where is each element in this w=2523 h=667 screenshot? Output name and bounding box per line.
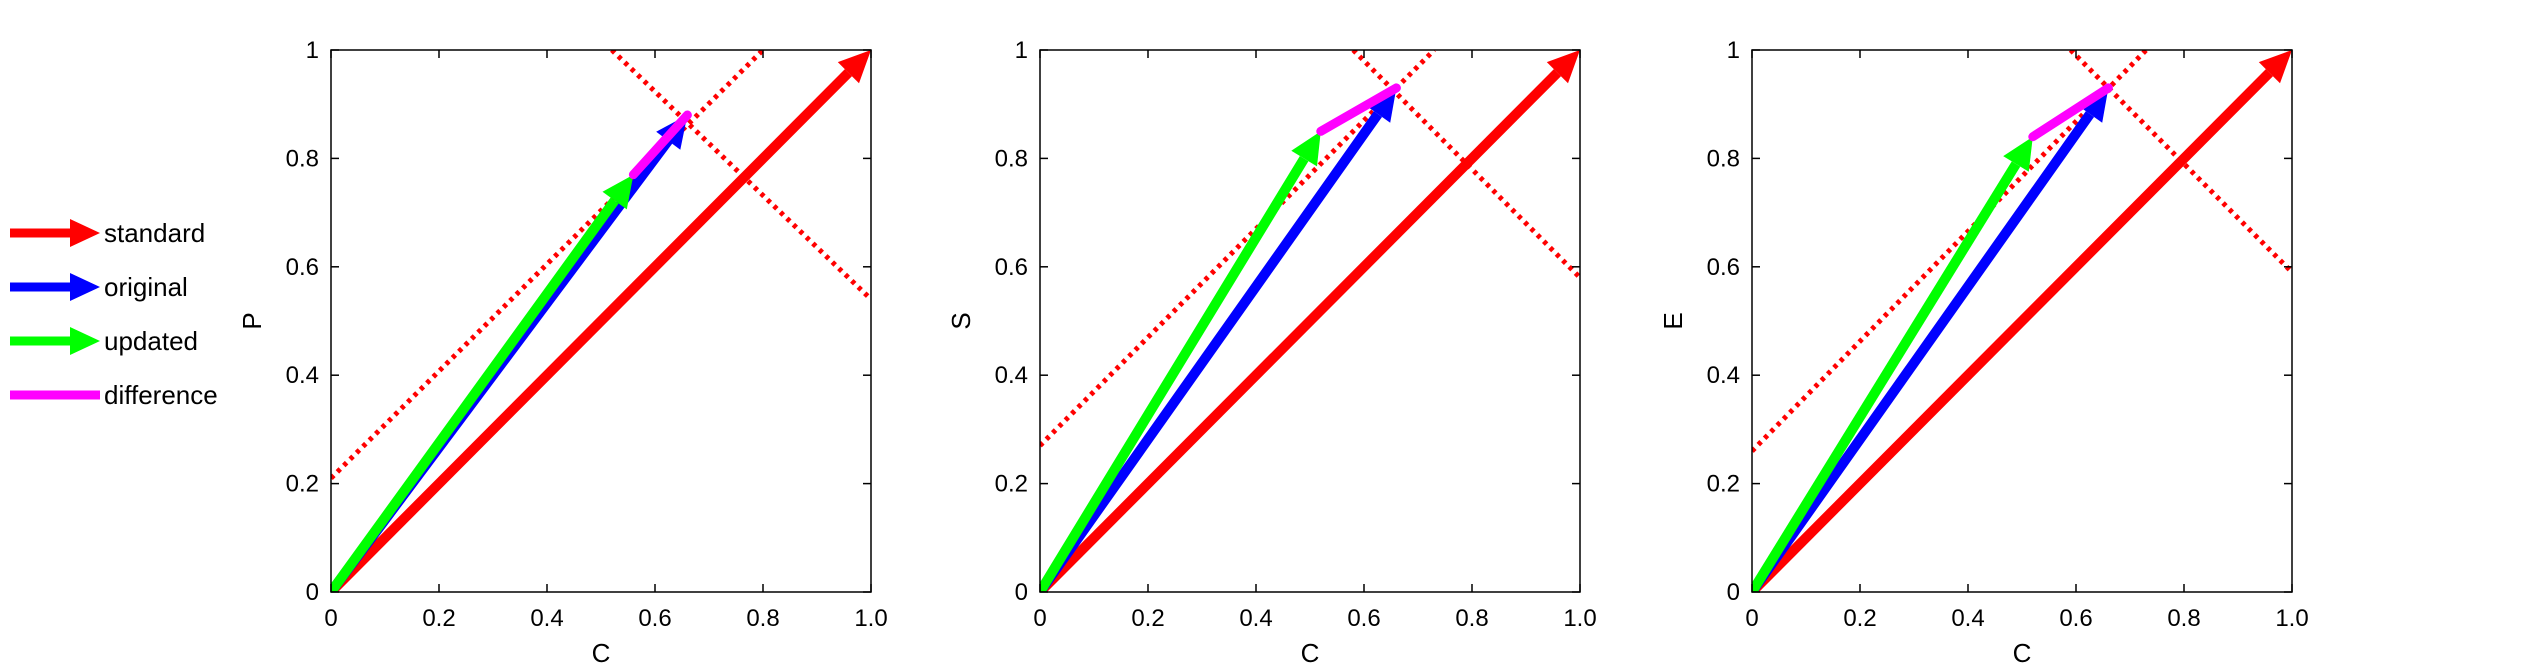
x-tick-label: 1.0 — [2275, 605, 2308, 632]
y-tick-label: 0 — [1015, 579, 1028, 606]
chart-panel-S: 0 0.2 0.4 0.6 0.8 1.0 0 0.2 0.4 0.6 0.8 1 C S — [946, 37, 1597, 667]
y-tick-label: 0.8 — [995, 145, 1028, 172]
y-tick-label: 0.4 — [286, 362, 319, 389]
y-tick-label: 0.6 — [286, 254, 319, 281]
axes-box — [1039, 49, 1581, 593]
legend-label: original — [104, 272, 188, 302]
legend-item-updated: updated — [10, 326, 198, 356]
standard-vector-head — [837, 50, 871, 84]
x-tick-label: 0.2 — [1131, 605, 1164, 632]
y-tick-label: 0.8 — [1707, 145, 1740, 172]
x-axis-label: C — [2013, 638, 2032, 667]
difference-line — [2028, 83, 2113, 142]
legend-arrow-original — [10, 273, 100, 301]
updated-vector-head — [1291, 131, 1321, 167]
legend-label: standard — [104, 218, 205, 248]
y-tick-label: 0.2 — [286, 471, 319, 498]
y-tick-label: 0.6 — [995, 254, 1028, 281]
standard-vector — [331, 50, 871, 592]
dotted-reference-line — [1040, 50, 1436, 448]
legend: standard original updated difference — [10, 218, 218, 410]
updated-vector — [331, 174, 634, 592]
axes-box — [1751, 49, 2293, 593]
x-tick-label: 0.4 — [1951, 605, 1984, 632]
original-vector-shaft — [1752, 111, 2095, 592]
y-tick-label: 0.4 — [1707, 362, 1740, 389]
chart-panel-P: 0 0.2 0.4 0.6 0.8 1.0 0 0.2 0.4 0.6 0.8 1 C P — [237, 37, 888, 667]
y-axis-label: E — [1658, 312, 1688, 329]
x-tick-label: 0.4 — [530, 605, 563, 632]
x-tick-label: 0.8 — [746, 605, 779, 632]
updated-vector-shaft — [1752, 161, 2021, 592]
x-tick-label: 0 — [324, 605, 337, 632]
standard-vector — [1752, 50, 2292, 592]
y-tick-label: 1 — [1015, 37, 1028, 64]
plot-content — [1040, 50, 1580, 592]
y-tick-label: 0 — [1727, 579, 1740, 606]
legend-item-standard: standard — [10, 218, 205, 248]
legend-arrow-standard — [10, 219, 100, 247]
standard-vector-head — [2258, 50, 2292, 84]
legend-arrow-original-head — [70, 273, 100, 301]
legend-arrow-updated-head — [70, 327, 100, 355]
x-tick-label: 0 — [1033, 605, 1046, 632]
y-tick-label: 0.2 — [995, 471, 1028, 498]
x-tick-label: 0.8 — [2167, 605, 2200, 632]
x-tick-label: 0.6 — [638, 605, 671, 632]
y-tick-label: 0.6 — [1707, 254, 1740, 281]
dotted-reference-line — [610, 50, 871, 302]
x-tick-label: 0.2 — [1843, 605, 1876, 632]
updated-vector-head — [602, 174, 634, 210]
plot-content — [1752, 50, 2292, 592]
standard-vector-shaft — [331, 69, 852, 592]
y-tick-label: 0 — [306, 579, 319, 606]
y-tick-label: 0.2 — [1707, 471, 1740, 498]
updated-vector — [1040, 131, 1321, 592]
x-tick-label: 0 — [1745, 605, 1758, 632]
standard-vector-shaft — [1040, 69, 1561, 592]
legend-item-difference: difference — [10, 380, 218, 410]
updated-vector-shaft — [331, 197, 619, 592]
difference-line — [1316, 83, 1401, 136]
x-axis-label: C — [592, 638, 611, 667]
updated-vector — [1752, 136, 2033, 592]
x-tick-label: 0.2 — [422, 605, 455, 632]
legend-label: difference — [104, 380, 218, 410]
dotted-reference-line — [1752, 50, 2148, 453]
y-axis-label: S — [946, 312, 976, 329]
x-tick-label: 1.0 — [1563, 605, 1596, 632]
plot-content — [331, 50, 871, 592]
original-vector-shaft — [1040, 111, 1383, 592]
standard-vector-head — [1546, 50, 1580, 84]
y-tick-label: 1 — [1727, 37, 1740, 64]
y-tick-label: 0.8 — [286, 145, 319, 172]
dotted-reference-line — [331, 50, 765, 480]
y-tick-label: 1 — [306, 37, 319, 64]
updated-vector-head — [2003, 136, 2033, 172]
y-tick-label: 0.4 — [995, 362, 1028, 389]
x-tick-label: 0.6 — [1347, 605, 1380, 632]
difference-line — [628, 110, 692, 180]
legend-arrow-standard-head — [70, 219, 100, 247]
legend-label: updated — [104, 326, 198, 356]
standard-vector-shaft — [1752, 69, 2273, 592]
x-tick-label: 0.8 — [1455, 605, 1488, 632]
axes-box — [330, 49, 872, 593]
x-tick-label: 0.6 — [2059, 605, 2092, 632]
x-tick-label: 1.0 — [854, 605, 887, 632]
x-axis-label: C — [1301, 638, 1320, 667]
updated-vector-shaft — [1040, 156, 1309, 592]
y-axis-label: P — [237, 312, 267, 329]
standard-vector — [1040, 50, 1580, 592]
x-tick-label: 0.4 — [1239, 605, 1272, 632]
chart-panel-E: 0 0.2 0.4 0.6 0.8 1.0 0 0.2 0.4 0.6 0.8 1 C E — [1658, 37, 2309, 667]
legend-item-original: original — [10, 272, 188, 302]
legend-arrow-updated — [10, 327, 100, 355]
